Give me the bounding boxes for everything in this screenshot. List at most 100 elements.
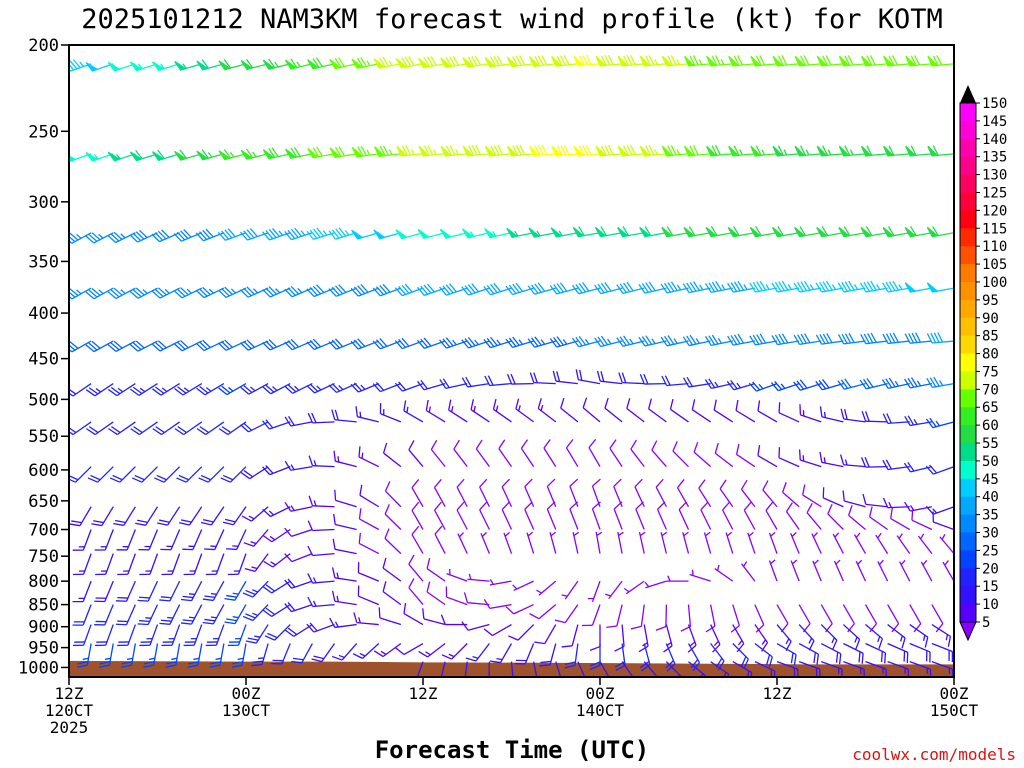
wind-barb bbox=[529, 144, 556, 157]
colorbar-label: 40 bbox=[982, 490, 999, 506]
wind-barb bbox=[853, 532, 867, 554]
wind-barb bbox=[129, 287, 158, 299]
wind-barb bbox=[798, 624, 815, 651]
wind-barb bbox=[842, 624, 861, 650]
wind-barb bbox=[117, 553, 136, 576]
wind-barb bbox=[820, 604, 833, 633]
wind-barb bbox=[195, 228, 225, 242]
wind-barb bbox=[743, 501, 756, 530]
x-axis-label: Forecast Time (UTC) bbox=[375, 736, 650, 764]
wind-barb bbox=[569, 501, 579, 530]
wind-barb bbox=[822, 487, 844, 508]
wind-barb bbox=[115, 580, 136, 602]
colorbar-label: 85 bbox=[982, 329, 999, 345]
x-tick-label: 12Z bbox=[763, 684, 792, 703]
wind-barb bbox=[284, 578, 313, 589]
wind-barb bbox=[395, 229, 424, 240]
wind-barb bbox=[781, 482, 800, 508]
wind-barb bbox=[130, 421, 158, 436]
wind-barb bbox=[768, 531, 778, 554]
colorbar-swatch bbox=[960, 532, 976, 551]
wind-barb bbox=[218, 59, 247, 71]
wind-barb bbox=[262, 383, 291, 395]
wind-barb bbox=[655, 478, 667, 508]
wind-barb bbox=[887, 642, 909, 664]
wind-barb bbox=[446, 568, 468, 582]
wind-barb bbox=[926, 376, 954, 389]
wind-barb bbox=[179, 506, 203, 526]
colorbar-min-arrow bbox=[959, 621, 977, 642]
wind-barb bbox=[859, 378, 888, 390]
wind-barb bbox=[501, 501, 513, 530]
y-axis: 200 250 300 350 400 450 500 550 600 650 700 750 800 8… bbox=[18, 36, 69, 678]
wind-barb bbox=[838, 226, 866, 238]
wind-barb bbox=[353, 612, 379, 626]
wind-barb bbox=[484, 375, 512, 387]
wind-barb bbox=[599, 661, 610, 677]
wind-barb bbox=[242, 604, 269, 622]
wind-barb bbox=[505, 336, 534, 349]
wind-barb bbox=[616, 335, 645, 347]
wind-barb bbox=[180, 580, 203, 602]
wind-barb bbox=[173, 229, 202, 242]
wind-barb bbox=[139, 624, 159, 647]
wind-barb bbox=[661, 375, 689, 387]
wind-barb bbox=[573, 54, 601, 67]
wind-barb bbox=[462, 144, 490, 157]
wind-barb bbox=[665, 661, 683, 677]
y-tick-label: 650 bbox=[28, 492, 59, 512]
wind-barb bbox=[587, 580, 601, 603]
wind-barb bbox=[226, 529, 247, 551]
wind-barb bbox=[231, 643, 247, 668]
x-tick-label: 120CT bbox=[45, 701, 94, 720]
wind-barb bbox=[526, 531, 535, 554]
wind-barb bbox=[417, 55, 446, 69]
wind-barb bbox=[925, 417, 954, 429]
wind-barb bbox=[457, 532, 468, 554]
wind-barb bbox=[264, 624, 291, 641]
wind-barb bbox=[719, 479, 734, 508]
wind-barb bbox=[69, 232, 92, 244]
wind-barb bbox=[308, 455, 335, 468]
wind-barb bbox=[262, 147, 291, 160]
wind-barb bbox=[577, 661, 586, 677]
wind-barb bbox=[200, 506, 225, 526]
wind-barb bbox=[202, 580, 225, 602]
wind-barb bbox=[434, 525, 446, 554]
wind-barb bbox=[832, 532, 844, 554]
wind-barb bbox=[532, 661, 538, 677]
wind-barb bbox=[138, 529, 159, 551]
wind-barb bbox=[205, 553, 225, 576]
wind-barb bbox=[626, 398, 645, 423]
wind-barb bbox=[506, 144, 534, 157]
credit-text[interactable]: coolwx.com/models bbox=[852, 745, 1016, 764]
wind-barb bbox=[705, 226, 733, 238]
colorbar-swatch bbox=[960, 586, 976, 605]
wind-barb bbox=[95, 553, 114, 576]
wind-barb bbox=[669, 398, 689, 423]
colorbar-label: 30 bbox=[982, 526, 999, 542]
wind-barb bbox=[396, 145, 424, 157]
wind-barb bbox=[890, 507, 911, 531]
y-tick-label: 800 bbox=[28, 572, 59, 592]
wind-barb bbox=[152, 149, 180, 161]
wind-barb bbox=[591, 501, 601, 530]
y-tick-label: 900 bbox=[28, 618, 59, 638]
wind-barb bbox=[358, 532, 380, 555]
wind-barb bbox=[793, 280, 822, 293]
wind-barb bbox=[311, 643, 336, 663]
wind-barb bbox=[524, 478, 535, 508]
wind-barb bbox=[639, 55, 667, 67]
wind-barb bbox=[403, 602, 424, 626]
wind-barb bbox=[116, 529, 136, 551]
wind-barb bbox=[439, 337, 468, 349]
wind-barb bbox=[515, 398, 535, 423]
wind-barb bbox=[262, 58, 291, 70]
colorbar-label: 145 bbox=[982, 114, 1007, 130]
colorbar-swatch bbox=[960, 317, 976, 337]
wind-barb bbox=[750, 55, 778, 67]
wind-barb bbox=[860, 226, 888, 238]
wind-barb bbox=[575, 369, 601, 385]
wind-barb bbox=[217, 339, 247, 351]
